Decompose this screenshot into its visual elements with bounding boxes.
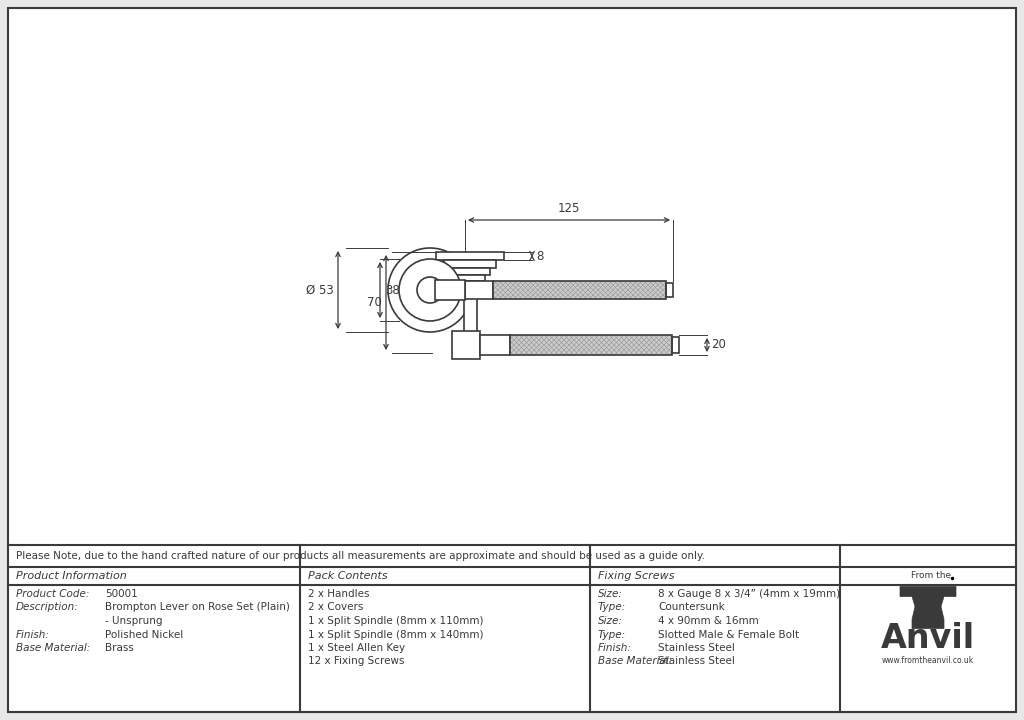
Circle shape [388, 248, 472, 332]
Text: 125: 125 [558, 202, 581, 215]
Text: Type:: Type: [598, 629, 626, 639]
Text: Brompton Lever on Rose Set (Plain): Brompton Lever on Rose Set (Plain) [105, 603, 290, 613]
Text: Finish:: Finish: [598, 643, 632, 653]
Text: 50001: 50001 [105, 589, 138, 599]
Text: Anvil: Anvil [881, 622, 975, 655]
Text: Stainless Steel: Stainless Steel [658, 657, 735, 667]
Text: - Unsprung: - Unsprung [105, 616, 163, 626]
Text: 2 x Handles: 2 x Handles [308, 589, 370, 599]
Text: Fixing Screws: Fixing Screws [598, 571, 675, 581]
Text: Base Material:: Base Material: [16, 643, 90, 653]
Text: Description:: Description: [16, 603, 79, 613]
Text: Stainless Steel: Stainless Steel [658, 643, 735, 653]
Text: Finish:: Finish: [16, 629, 50, 639]
Bar [510, 335, 672, 355]
Text: 1 x Steel Allen Key: 1 x Steel Allen Key [308, 643, 406, 653]
Bar [455, 275, 485, 281]
Bar [436, 252, 504, 260]
Text: 2 x Covers: 2 x Covers [308, 603, 364, 613]
Text: Please Note, due to the hand crafted nature of our products all measurements are: Please Note, due to the hand crafted nat… [16, 551, 705, 561]
Bar [450, 268, 490, 275]
Text: 70: 70 [368, 296, 382, 309]
Text: Slotted Male & Female Bolt: Slotted Male & Female Bolt [658, 629, 799, 639]
Bar [493, 281, 666, 299]
Text: Base Material:: Base Material: [598, 657, 672, 667]
Text: Type:: Type: [598, 603, 626, 613]
Bar [435, 280, 465, 300]
Text: Product Information: Product Information [16, 571, 127, 581]
Text: Pack Contents: Pack Contents [308, 571, 388, 581]
Bar [464, 281, 476, 353]
Circle shape [417, 277, 443, 303]
Bar [452, 331, 479, 359]
Bar [510, 335, 672, 355]
Text: Size:: Size: [598, 616, 623, 626]
Text: From the: From the [911, 572, 951, 580]
Bar [444, 260, 496, 268]
Text: 12 x Fixing Screws: 12 x Fixing Screws [308, 657, 404, 667]
Text: Brass: Brass [105, 643, 134, 653]
Bar [493, 281, 666, 299]
Polygon shape [900, 587, 956, 629]
Text: 4 x 90mm & 16mm: 4 x 90mm & 16mm [658, 616, 759, 626]
Text: www.fromtheanvil.co.uk: www.fromtheanvil.co.uk [882, 656, 974, 665]
Bar [480, 335, 510, 355]
Bar [672, 337, 679, 353]
Bar [666, 283, 673, 297]
Text: Product Code:: Product Code: [16, 589, 89, 599]
Text: 8: 8 [536, 250, 544, 263]
Text: 38: 38 [385, 284, 399, 297]
Text: Ø 53: Ø 53 [306, 284, 334, 297]
Circle shape [399, 259, 461, 321]
Text: 1 x Split Spindle (8mm x 110mm): 1 x Split Spindle (8mm x 110mm) [308, 616, 483, 626]
Text: 20: 20 [711, 338, 726, 351]
Bar [465, 281, 493, 299]
Text: 8 x Gauge 8 x 3/4” (4mm x 19mm): 8 x Gauge 8 x 3/4” (4mm x 19mm) [658, 589, 840, 599]
Text: Countersunk: Countersunk [658, 603, 725, 613]
Text: Polished Nickel: Polished Nickel [105, 629, 183, 639]
Text: Size:: Size: [598, 589, 623, 599]
Text: 1 x Split Spindle (8mm x 140mm): 1 x Split Spindle (8mm x 140mm) [308, 629, 483, 639]
